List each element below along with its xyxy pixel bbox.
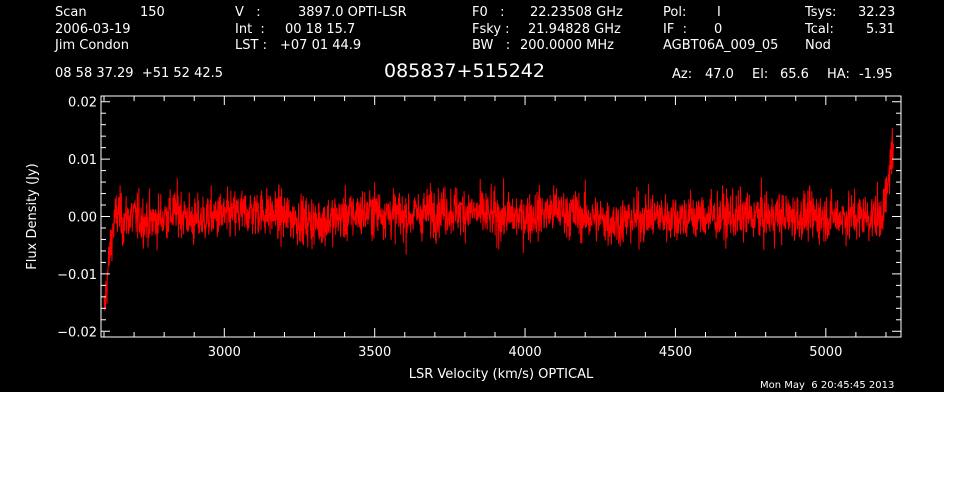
y-axis-label: Flux Density (Jy): [25, 163, 40, 269]
x-tick-label: 3000: [208, 345, 241, 360]
az-value: 47.0: [705, 67, 734, 82]
el-value: 65.6: [780, 67, 809, 82]
if-label: IF :: [663, 22, 687, 37]
y-tick-label: 0.01: [68, 153, 97, 168]
lst-label: LST :: [235, 38, 267, 53]
source-name: 085837+515242: [384, 60, 545, 82]
x-tick-label: 4500: [659, 345, 692, 360]
el-label: El:: [752, 67, 769, 82]
tsys-value: 32.23: [858, 5, 896, 20]
velocity-value: 3897.0 OPTI-LSR: [298, 5, 407, 20]
f0-label: F0 :: [472, 5, 505, 20]
x-tick-label: 3500: [358, 345, 391, 360]
y-tick-label: 0.02: [68, 96, 97, 111]
y-tick-label: −0.01: [57, 268, 97, 283]
x-tick-label: 4000: [509, 345, 542, 360]
obs-date: 2006-03-19: [55, 22, 131, 37]
spectrum-series-line: [103, 127, 894, 311]
tcal-value: 5.31: [866, 22, 895, 37]
pol-value: I: [717, 5, 721, 20]
az-label: Az:: [672, 67, 693, 82]
scan-label: Scan: [55, 5, 87, 20]
int-label: Int :: [235, 22, 265, 37]
bw-label: BW :: [472, 38, 511, 53]
if-value: 0: [714, 22, 723, 37]
x-axis-label: LSR Velocity (km/s) OPTICAL: [409, 367, 594, 382]
x-tick-label: 5000: [809, 345, 842, 360]
plot-panel: Scan 150 2006-03-19 Jim Condon V : 3897.…: [0, 0, 944, 392]
tcal-label: Tcal:: [805, 22, 834, 37]
y-tick-label: −0.02: [57, 325, 97, 340]
obs-mode: Nod: [805, 38, 831, 53]
observer-name: Jim Condon: [55, 38, 129, 53]
pol-label: Pol:: [663, 5, 687, 20]
scan-value: 150: [140, 5, 165, 20]
ha-label: HA:: [827, 67, 850, 82]
f0-value: 22.23508 GHz: [530, 5, 623, 20]
timestamp: Mon May 6 20:45:45 2013: [760, 380, 895, 391]
fsky-value: 21.94828 GHz: [528, 22, 621, 37]
bw-value: 200.0000 MHz: [520, 38, 614, 53]
fsky-label: Fsky :: [472, 22, 510, 37]
lst-value: +07 01 44.9: [280, 38, 362, 53]
ha-value: -1.95: [859, 67, 893, 82]
int-value: 00 18 15.7: [285, 22, 356, 37]
project-id: AGBT06A_009_05: [663, 38, 779, 53]
y-tick-label: 0.00: [68, 211, 97, 226]
tsys-label: Tsys:: [805, 5, 837, 20]
coordinates: 08 58 37.29 +51 52 42.5: [55, 66, 224, 81]
spectrum-chart: 3000 3500 4000 4500 5000 −0.02 −0.01 0.00 0.01 0.…: [25, 95, 902, 382]
velocity-label: V :: [235, 5, 261, 20]
